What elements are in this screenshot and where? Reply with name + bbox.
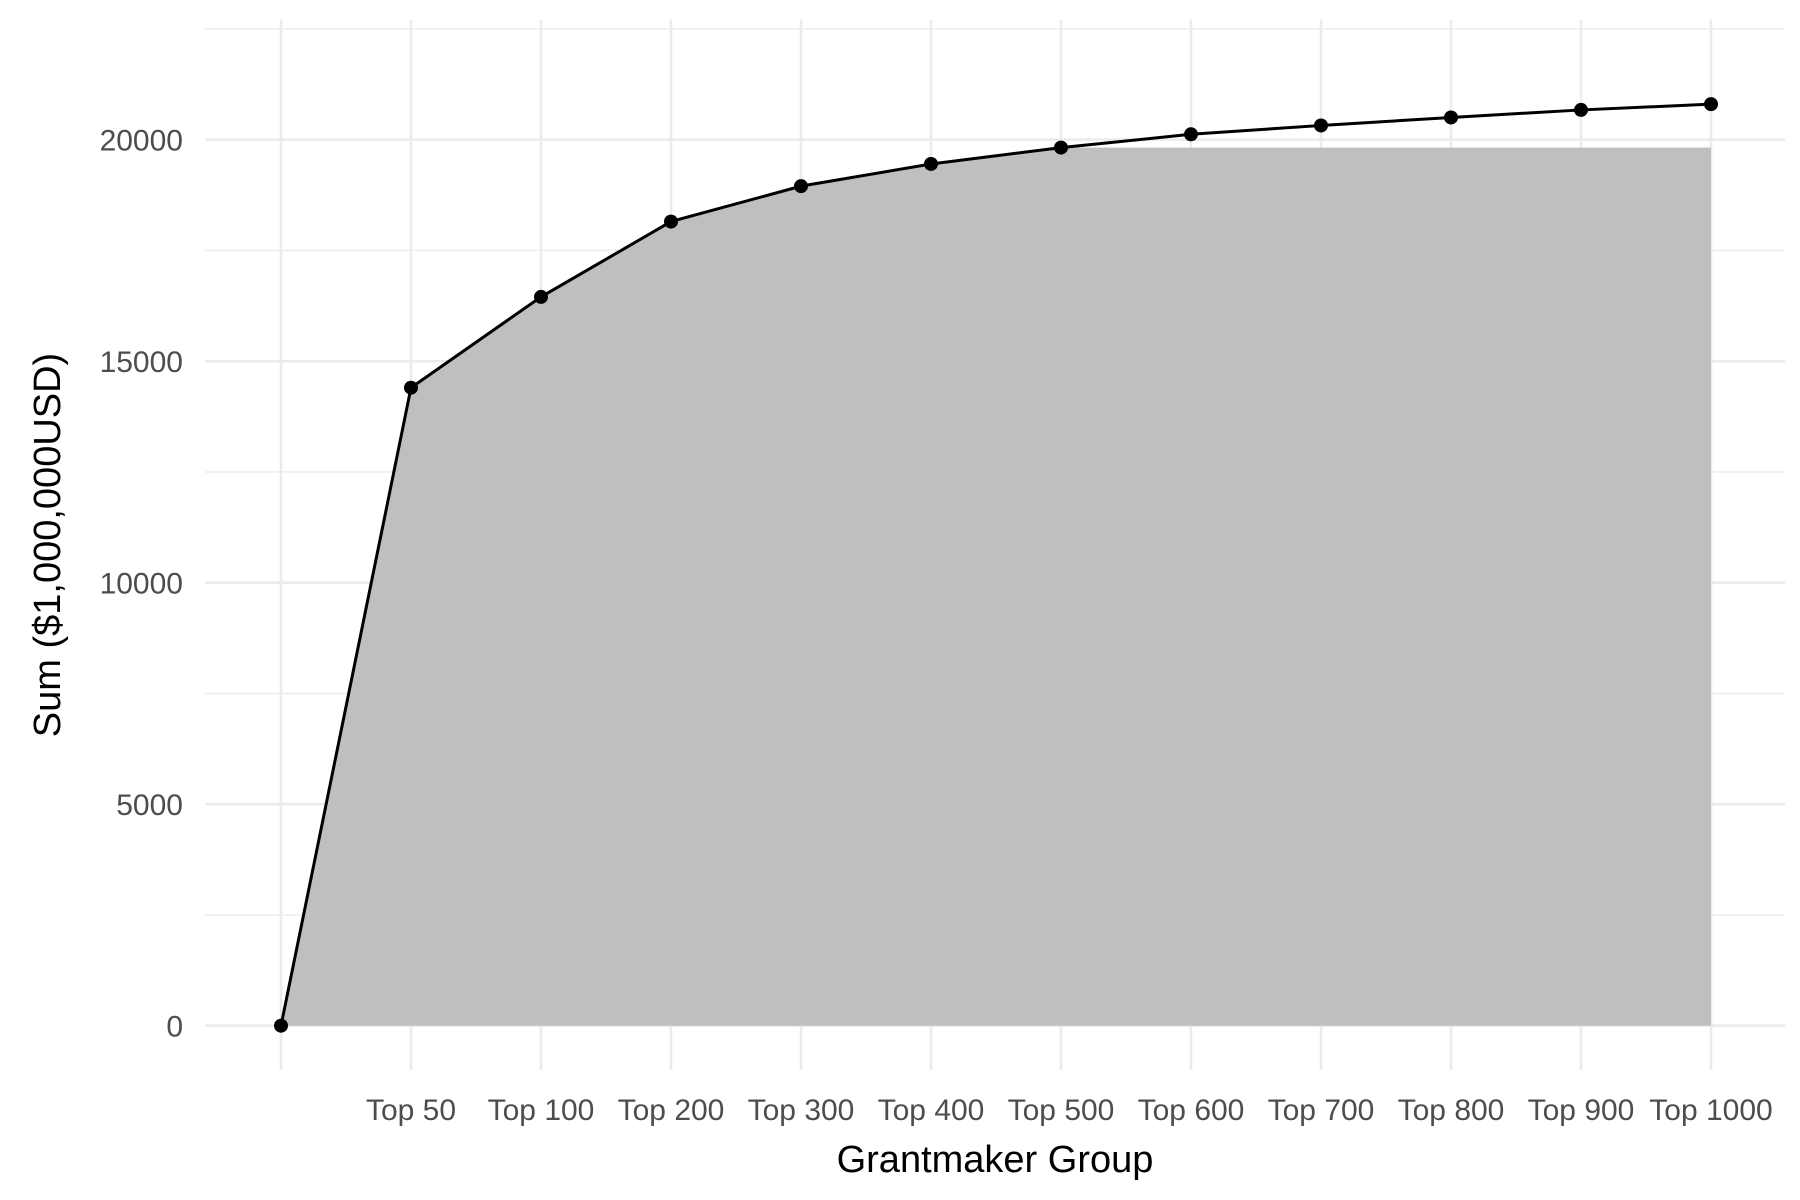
- x-tick-label-10: Top 900: [1528, 1094, 1635, 1127]
- data-point-2: [534, 289, 548, 304]
- x-tick-label-5: Top 400: [878, 1094, 985, 1127]
- x-tick-label-4: Top 300: [748, 1094, 855, 1127]
- x-tick-label-6: Top 500: [1008, 1094, 1115, 1127]
- x-tick-label-1: Top 50: [366, 1094, 456, 1127]
- y-tick-label-3: 15000: [100, 346, 183, 379]
- data-point-1: [404, 380, 418, 395]
- x-tick-label-11: Top 1000: [1649, 1094, 1772, 1127]
- data-points: [274, 97, 1718, 1033]
- data-point-8: [1314, 118, 1328, 133]
- x-axis-title: Grantmaker Group: [837, 1139, 1154, 1181]
- x-tick-label-2: Top 100: [488, 1094, 595, 1127]
- series-line: [279, 102, 1712, 1026]
- data-point-4: [794, 179, 808, 194]
- data-point-6: [1054, 140, 1068, 155]
- x-tick-label-7: Top 600: [1138, 1094, 1245, 1127]
- data-point-7: [1184, 127, 1198, 142]
- y-tick-label-4: 20000: [100, 125, 183, 158]
- x-tick-label-3: Top 200: [618, 1094, 725, 1127]
- y-tick-label-0: 0: [166, 1011, 183, 1044]
- area-fill: [281, 147, 1711, 1026]
- data-point-0: [274, 1018, 288, 1033]
- y-axis-title: Sum ($1,000,000USD): [27, 353, 69, 737]
- data-point-3: [664, 214, 678, 229]
- x-tick-label-8: Top 700: [1268, 1094, 1375, 1127]
- y-tick-label-2: 10000: [100, 568, 183, 601]
- data-point-5: [924, 156, 938, 171]
- data-point-9: [1444, 110, 1458, 125]
- x-axis-tick-labels: Top 50 Top 100 Top 200 Top 300 Top 400 Top 50…: [366, 1094, 1773, 1127]
- data-point-11: [1704, 97, 1718, 112]
- y-tick-label-1: 5000: [116, 789, 183, 822]
- y-axis-tick-labels: 0 5000 10000 15000 20000: [100, 125, 183, 1044]
- x-tick-label-9: Top 800: [1398, 1094, 1505, 1127]
- data-point-10: [1574, 102, 1588, 117]
